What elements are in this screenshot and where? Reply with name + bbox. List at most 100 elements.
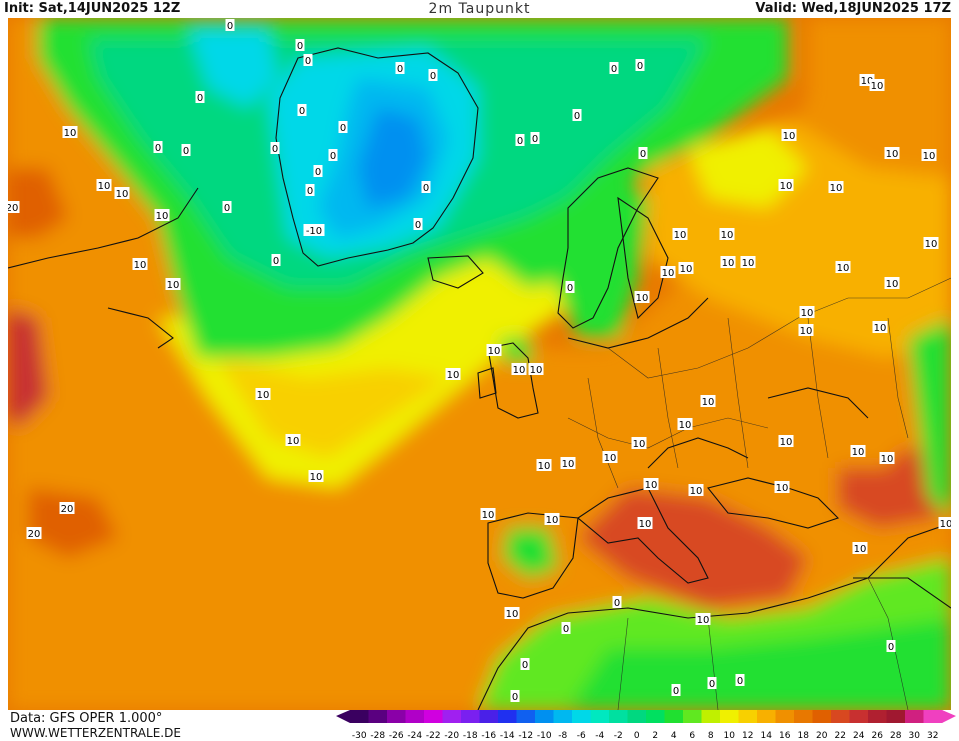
contour-label-text: 10 <box>702 397 715 408</box>
legend-tick-label: -28 <box>370 731 385 741</box>
contour-label-text: 10 <box>925 239 938 250</box>
contour-label: 0 <box>635 59 645 72</box>
contour-label-text: 0 <box>423 183 429 194</box>
contour-label-text: 10 <box>874 323 887 334</box>
contour-label-text: 10 <box>538 461 551 472</box>
legend-color-swatch <box>868 710 887 723</box>
contour-label: 10 <box>643 478 659 491</box>
contour-label: 10 <box>154 209 170 222</box>
contour-label: 10 <box>602 451 618 464</box>
legend-tick-label: 18 <box>798 731 810 741</box>
contour-label: 10 <box>560 457 576 470</box>
legend-color-swatch <box>479 710 499 723</box>
borders <box>567 277 951 710</box>
contour-label: 10 <box>884 147 900 160</box>
legend-color-swatch <box>516 710 536 723</box>
legend-color-swatch <box>387 710 406 723</box>
contour-label: 10 <box>528 363 544 376</box>
contour-label-text: 10 <box>776 483 789 494</box>
legend-color-swatch <box>757 710 776 723</box>
legend-tick-label: 24 <box>853 731 865 741</box>
contour-label: 10 <box>778 435 794 448</box>
legend-color-swatch <box>886 710 906 723</box>
legend-color-swatch <box>831 710 850 723</box>
contour-label-text: 0 <box>397 64 403 75</box>
legend-tick-label: -20 <box>444 731 459 741</box>
contour-label: 10 <box>828 181 844 194</box>
contour-label: 10 <box>719 228 735 241</box>
contour-label-text: 10 <box>530 365 543 376</box>
contour-label-text: 10 <box>513 365 526 376</box>
contour-label-text: 0 <box>224 203 230 214</box>
contour-label-text: 10 <box>562 459 575 470</box>
contour-label-text: 10 <box>546 515 559 526</box>
contour-label-text: 10 <box>287 436 300 447</box>
contour-label-text: 10 <box>861 76 874 87</box>
contour-label: 10 <box>62 126 78 139</box>
contour-label-text: 10 <box>680 264 693 275</box>
legend-color-swatch <box>683 710 702 723</box>
map-title: 2m Taupunkt <box>428 1 531 17</box>
contour-label: 10 <box>96 179 112 192</box>
contour-label: 0 <box>886 640 896 653</box>
contour-label: 10 <box>879 452 895 465</box>
contour-label: 10 <box>774 481 790 494</box>
data-source-label: Data: GFS OPER 1.000° <box>10 711 163 726</box>
legend-tick-label: -26 <box>389 731 404 741</box>
legend-tick-label: -12 <box>518 731 533 741</box>
contour-label: 20 <box>59 502 75 515</box>
contour-label-text: 0 <box>567 283 573 294</box>
contour-label: 10 <box>480 508 496 521</box>
legend-tick-label: 28 <box>890 731 902 741</box>
contour-label: 0 <box>530 132 540 145</box>
contour-label-text: 10 <box>871 81 884 92</box>
contour-label: 0 <box>195 91 205 104</box>
contour-label: 0 <box>222 201 232 214</box>
legend-color-swatch <box>461 710 480 723</box>
legend-color-swatch <box>572 710 591 723</box>
field-layer <box>8 18 951 710</box>
contour-label: 0 <box>338 121 348 134</box>
contour-label-text: 10 <box>881 454 894 465</box>
contour-label: 10 <box>486 344 502 357</box>
contour-label: 10 <box>869 79 885 92</box>
contour-label-text: 10 <box>780 181 793 192</box>
legend-tick-label: 26 <box>872 731 884 741</box>
contour-label: 0 <box>181 144 191 157</box>
contour-label-text: 0 <box>709 679 715 690</box>
contour-label: 10 <box>835 261 851 274</box>
legend-color-swatch <box>442 710 462 723</box>
contour-label-text: 10 <box>64 128 77 139</box>
contour-label: 20 <box>8 201 20 214</box>
contour-label: 0 <box>671 684 681 697</box>
contour-label-text: 0 <box>340 123 346 134</box>
legend-tick-label: 2 <box>652 731 658 741</box>
contour-label: 0 <box>510 690 520 703</box>
contour-label: 0 <box>225 19 235 32</box>
legend-color-swatch <box>590 710 610 723</box>
legend-tick-label: 12 <box>742 731 753 741</box>
legend-tick-label: -18 <box>463 731 478 741</box>
contour-label-text: 10 <box>310 472 323 483</box>
contour-label-text: 0 <box>330 151 336 162</box>
contour-label: 10 <box>255 388 271 401</box>
contour-label: 10 <box>798 324 814 337</box>
contour-label: 10 <box>504 607 520 620</box>
legend-tick-label: -10 <box>537 731 552 741</box>
contour-label: 0 <box>271 254 281 267</box>
contour-label: 10 <box>781 129 797 142</box>
contour-label: 0 <box>297 104 307 117</box>
legend-tick-label: 8 <box>708 731 714 741</box>
legend-tick-label: 6 <box>689 731 695 741</box>
legend-tick-label: -24 <box>407 731 422 741</box>
contour-label-text: 10 <box>636 293 649 304</box>
legend-tick-label: 22 <box>835 731 846 741</box>
contour-label-text: 0 <box>640 149 646 160</box>
contour-label-text: 20 <box>28 529 41 540</box>
contour-label-text: 10 <box>940 519 951 530</box>
legend-tick-label: -8 <box>558 731 567 741</box>
contour-label-text: 0 <box>637 61 643 72</box>
contour-label: 0 <box>612 596 622 609</box>
contour-label: 10 <box>923 237 939 250</box>
legend-color-swatch <box>905 710 924 723</box>
